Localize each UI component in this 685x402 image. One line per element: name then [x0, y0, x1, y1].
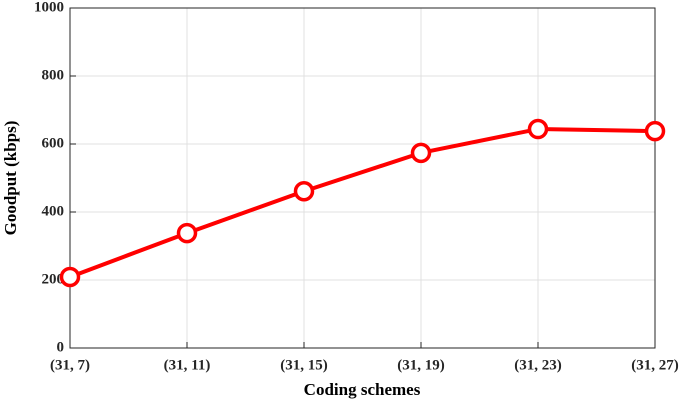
- y-axis-title: Goodput (kbps): [1, 121, 20, 236]
- x-tick-label: (31, 7): [50, 357, 90, 373]
- marker: [59, 266, 81, 288]
- x-tick-label: (31, 19): [397, 357, 445, 373]
- y-tick-label: 0: [57, 339, 65, 355]
- marker: [176, 222, 198, 244]
- marker: [644, 120, 666, 142]
- marker: [293, 181, 315, 202]
- x-tick-label: (31, 15): [280, 357, 328, 373]
- series-line: [69, 127, 656, 279]
- plot-frame: [69, 7, 656, 349]
- y-tick-label: 600: [42, 135, 65, 151]
- marker: [410, 142, 432, 164]
- y-tick-label: 800: [42, 67, 65, 83]
- x-tick-label: (31, 11): [164, 357, 211, 373]
- x-tick-label: (31, 23): [514, 357, 562, 373]
- marker: [527, 118, 549, 140]
- x-tick-label: (31, 27): [631, 357, 679, 373]
- y-tick-label: 400: [42, 203, 65, 219]
- x-axis-title: Coding schemes: [304, 380, 421, 399]
- y-tick-label: 200: [42, 271, 65, 287]
- y-tick-label: 1000: [34, 0, 64, 15]
